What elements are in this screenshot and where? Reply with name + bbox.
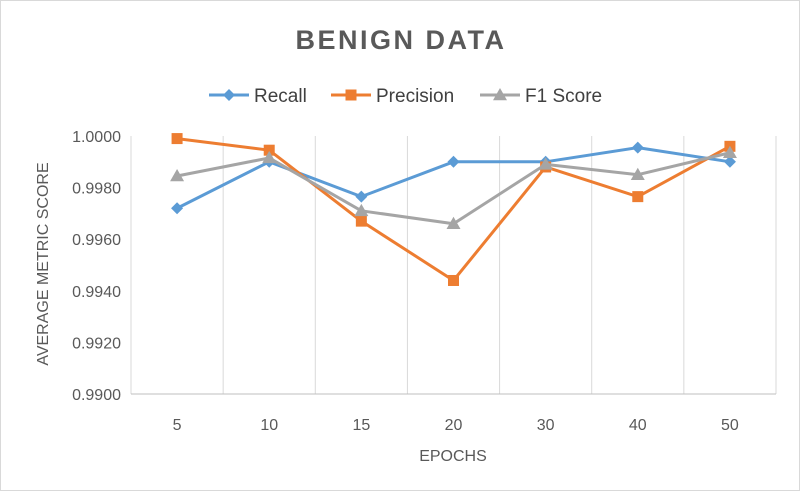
x-tick-label: 50 <box>721 417 739 434</box>
recall-point <box>223 89 235 101</box>
y-axis-title: AVERAGE METRIC SCORE <box>35 162 52 365</box>
precision-point <box>345 89 357 101</box>
chart-title: BENIGN DATA <box>296 25 507 55</box>
legend-item: F1 Score <box>480 86 602 107</box>
y-tick-label: 0.9940 <box>72 284 121 301</box>
legend: Recall Precision F1 Score <box>209 86 602 107</box>
series-recall <box>171 141 736 215</box>
series-f1-score <box>170 145 737 229</box>
x-tick-label: 5 <box>173 417 182 434</box>
precision-point <box>448 274 459 286</box>
f1-score-point <box>493 88 507 101</box>
legend-label: Precision <box>376 86 454 107</box>
x-axis-ticks: 5 10 15 20 30 40 50 <box>173 417 739 434</box>
legend-label: Recall <box>254 86 307 107</box>
f1-score-point <box>538 157 553 170</box>
x-tick-label: 15 <box>352 417 370 434</box>
y-axis-ticks: 0.9900 0.9920 0.9940 0.9960 0.9980 1.0000 <box>72 129 121 404</box>
legend-item: Recall <box>209 86 307 107</box>
recall-point <box>171 202 184 215</box>
f1-score-point <box>262 150 277 164</box>
precision-point <box>355 215 367 227</box>
f1-score-point <box>354 203 369 217</box>
legend-label: F1 Score <box>525 86 602 107</box>
f1-score-point <box>630 167 645 180</box>
legend-item: Precision <box>331 86 454 107</box>
y-tick-label: 0.9960 <box>72 232 121 249</box>
recall-point <box>631 141 644 154</box>
precision-point <box>263 144 275 156</box>
x-axis-title: EPOCHS <box>419 448 487 465</box>
y-tick-label: 0.9900 <box>72 387 121 404</box>
y-tick-label: 0.9980 <box>72 181 121 198</box>
recall-point <box>355 190 368 203</box>
x-tick-label: 40 <box>629 417 647 434</box>
recall-point <box>723 155 736 168</box>
f1-score-point <box>170 168 185 182</box>
f1-score-point <box>722 145 737 159</box>
y-tick-label: 0.9920 <box>72 335 121 352</box>
series-group <box>170 133 737 286</box>
recall-point <box>447 155 460 168</box>
f1-score-point <box>446 216 461 229</box>
y-tick-label: 1.0000 <box>72 129 121 146</box>
x-tick-label: 10 <box>260 417 278 434</box>
precision-point <box>632 191 644 203</box>
x-tick-label: 30 <box>537 417 555 434</box>
precision-point <box>171 133 183 145</box>
x-tick-label: 20 <box>445 417 463 434</box>
